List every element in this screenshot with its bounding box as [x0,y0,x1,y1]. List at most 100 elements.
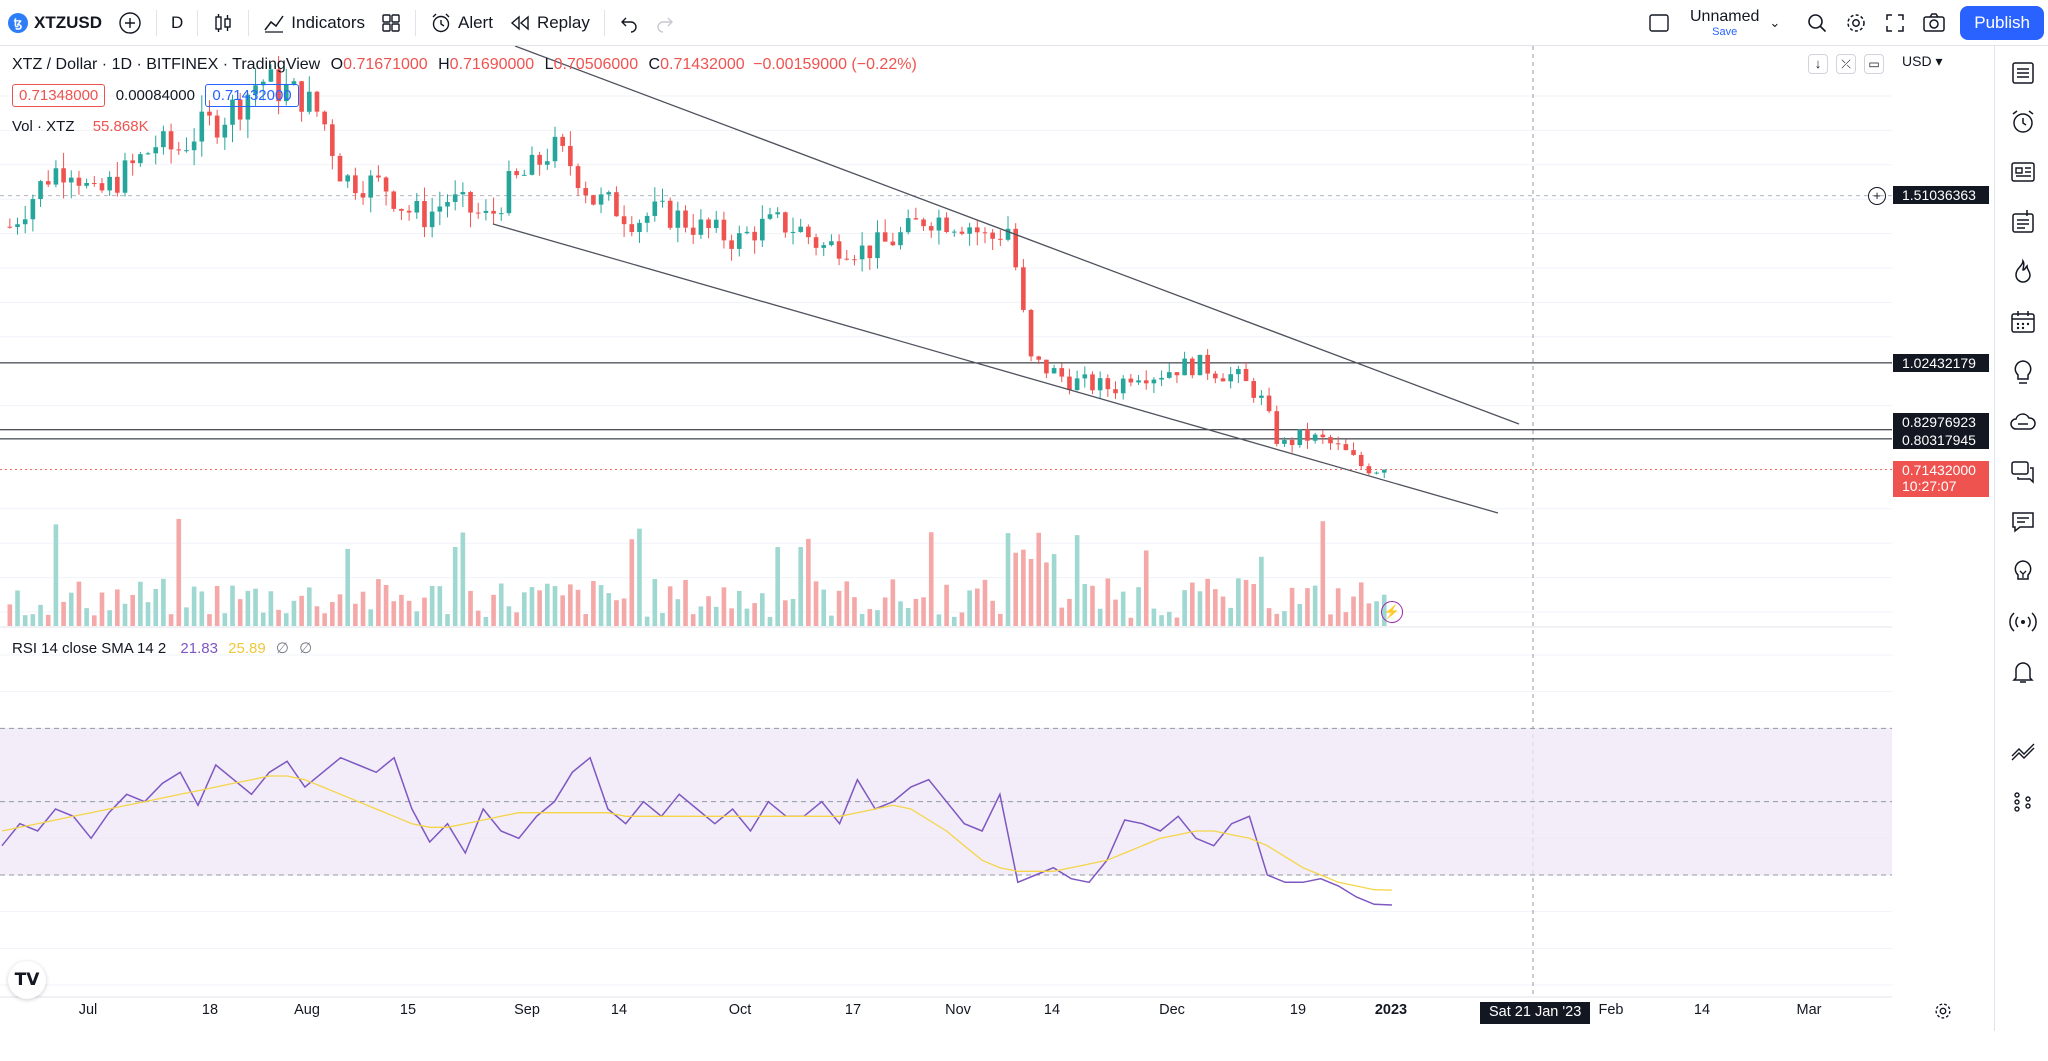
candle-body [84,183,89,186]
candle-body [982,232,988,234]
ask-price[interactable]: 0.71432000 [205,84,299,107]
trend-channel-lower [492,223,1499,514]
interval-button[interactable]: D [163,5,191,41]
broadcast-icon[interactable] [2009,608,2037,636]
candle-body [1067,376,1072,391]
alarm-clock-icon [432,13,450,32]
right-topbar-group: Unnamed Save ⌄ [1640,5,1954,41]
help-lightbulb-icon[interactable] [2009,558,2037,586]
volume-bar [345,548,350,626]
redo-button[interactable] [647,5,683,41]
volume-bar [15,590,20,626]
calendar-icon[interactable] [2009,308,2037,336]
object-tree-icon[interactable] [2009,788,2037,816]
candle-body [583,188,589,196]
maximize-pane-button[interactable]: ▭ [1864,54,1884,74]
compare-button[interactable] [110,5,150,41]
candle-body [529,154,535,175]
volume-bar [1013,552,1018,626]
publish-button[interactable]: Publish [1960,6,2044,40]
scroll-down-button[interactable]: ↓ [1808,54,1828,74]
hotlists-fire-icon[interactable] [2009,258,2037,286]
volume-bar [30,614,36,626]
fullscreen-button[interactable] [1876,5,1914,41]
volume-bar [644,616,650,626]
candle-body [1266,395,1272,412]
volume-bar [882,597,888,626]
candle-body [736,233,742,249]
flash-event-icon[interactable]: ⚡ [1381,601,1403,623]
volume-bar [176,518,182,626]
collapse-button[interactable]: ⤫ [1836,54,1856,74]
notifications-bell-icon[interactable] [2009,658,2037,686]
candle-body [138,154,143,164]
last-price-label[interactable]: 0.71432000 10:27:07 [1893,461,1989,497]
add-level-icon[interactable]: + [1868,187,1886,205]
tradingview-logo[interactable]: 𝗧𝗩 [8,961,46,999]
volume-bar [153,588,159,626]
chart-area[interactable]: 1.800000001.700000001.600000001.40000000… [0,46,1892,1061]
level-label-3[interactable]: 0.82976923 [1893,413,1989,431]
streams-cloud-icon[interactable] [2009,408,2037,436]
candle-body [606,192,612,195]
candle-body [744,231,750,234]
news-icon[interactable] [2009,158,2037,186]
volume-bar [283,613,289,626]
time-tick-label: 14 [611,1002,627,1018]
candle-body [230,99,235,125]
alarm-clock-icon[interactable] [2009,108,2037,136]
chart-type-button[interactable] [204,5,242,41]
legend-low-label: L [544,56,554,73]
volume-bar [1335,588,1341,626]
templates-button[interactable] [373,5,409,41]
candle-body [122,160,128,193]
volume-bar [429,585,435,626]
chats-icon[interactable] [2009,458,2037,486]
level-label-1[interactable]: 1.51036363 [1893,186,1989,204]
indicators-button[interactable]: Indicators [255,5,373,41]
volume-bar [68,592,74,626]
ideas-lightbulb-icon[interactable] [2009,358,2037,386]
data-window-icon[interactable] [2009,208,2037,236]
undo-button[interactable] [611,5,647,41]
divider [156,9,157,36]
level-label-4[interactable]: 0.80317945 [1893,431,1989,449]
volume-bar [1228,607,1233,626]
candle-body [1305,429,1310,441]
volume-bar [775,547,780,626]
currency-select[interactable]: USD ▾ [1902,53,1943,69]
settings-button[interactable] [1836,5,1876,41]
candle-body [852,259,857,261]
candle-body [1251,381,1257,398]
volume-bar [1189,582,1195,626]
time-tick-label: 14 [1044,1002,1060,1018]
volume-bar [1282,611,1287,626]
symbol-search[interactable]: ꜩ XTZUSD [0,5,110,41]
snapshot-button[interactable] [1914,5,1954,41]
search-button[interactable] [1798,5,1836,41]
volume-bar [475,610,481,626]
candle-body [161,131,166,148]
candle-body [130,160,135,164]
legend-change: −0.00159000 (−0.22%) [753,56,917,73]
candle-body [867,245,873,259]
candle-body [652,201,658,216]
candle-body [575,166,581,189]
candle-body [1021,267,1026,310]
layout-name-button[interactable]: Unnamed Save ⌄ [1678,5,1784,41]
candle-body [91,183,97,185]
alert-button[interactable]: Alert [422,5,501,41]
time-axis-settings-button[interactable] [1932,1000,1954,1022]
volume-bar [1113,599,1118,626]
chat-bubble-icon[interactable] [2009,508,2037,536]
replay-button[interactable]: Replay [501,5,598,41]
legend-title: XTZ / Dollar · 1D · BITFINEX · TradingVi… [12,56,321,73]
divider [248,9,250,36]
watchlist-icon[interactable] [2009,59,2037,87]
trading-panel-icon[interactable] [2009,738,2037,766]
layout-select-checkbox[interactable] [1640,5,1678,41]
candle-body [45,181,51,185]
chart-canvas[interactable]: 1.800000001.700000001.600000001.40000000… [0,46,1892,1031]
bid-price[interactable]: 0.71348000 [12,84,106,107]
level-label-2[interactable]: 1.02432179 [1893,354,1989,372]
